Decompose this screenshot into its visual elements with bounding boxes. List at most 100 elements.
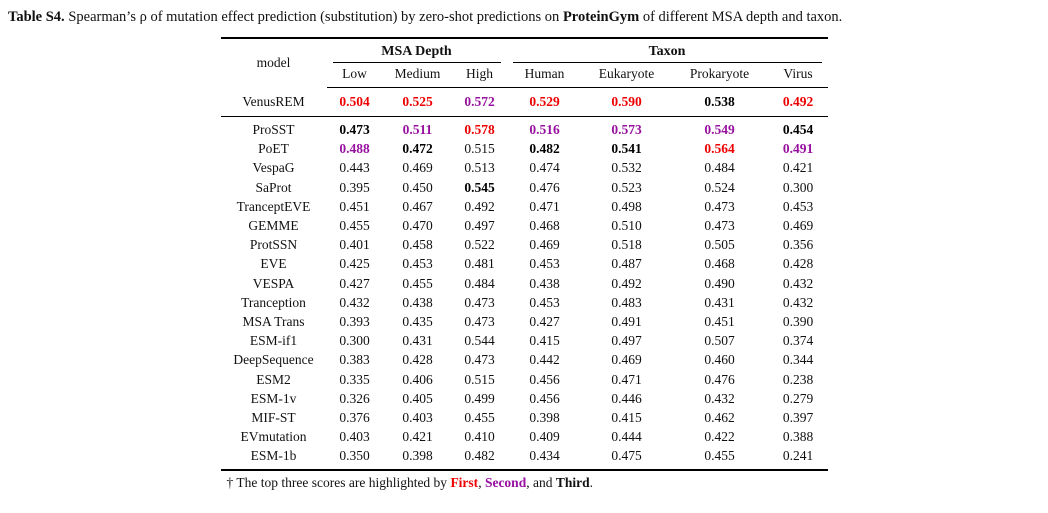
footnote-first: First [450,474,479,490]
table-container: model MSA Depth Taxon Low Medium High Hu… [220,37,828,491]
column-header-low: Low [326,63,383,89]
score-cell: 0.544 [464,333,495,349]
caption-text-2: of different MSA depth and taxon. [639,9,843,25]
score-cell: 0.450 [402,179,433,195]
score-cell: 0.409 [529,429,560,445]
score-cell: 0.431 [704,294,735,310]
group-header-taxon: Taxon [507,38,828,64]
score-cell: 0.525 [382,87,453,118]
table-row: DeepSequence 0.383 0.428 0.473 0.442 0.469 0.4… [221,350,828,369]
taxon-rule [512,62,822,64]
score-cell: 0.572 [452,87,507,118]
model-name: MIF-ST [251,410,296,426]
score-cell: 0.410 [464,429,495,445]
table-row: VespaG 0.443 0.469 0.513 0.474 0.532 0.484 0.42… [221,158,828,177]
score-cell: 0.505 [704,237,735,253]
score-cell: 0.421 [782,160,814,176]
column-header-human: Human [506,63,583,89]
model-name: PoET [258,141,289,157]
score-cell: 0.403 [339,429,370,445]
score-cell: 0.406 [402,371,433,387]
score-cell: 0.578 [464,122,495,138]
table-row: Tranception 0.432 0.438 0.473 0.453 0.483 0.43… [221,293,828,312]
score-cell: 0.443 [339,160,370,176]
score-cell: 0.473 [704,198,735,214]
score-cell: 0.455 [704,448,735,464]
taxon-label: Taxon [648,44,686,60]
score-cell: 0.491 [782,141,814,157]
score-cell: 0.454 [782,122,814,138]
model-name: MSA Trans [242,314,305,330]
caption-label: Table S4. [8,9,65,25]
score-cell: 0.432 [782,294,814,310]
score-cell: 0.462 [704,410,735,426]
score-cell: 0.421 [402,429,433,445]
results-table: model MSA Depth Taxon Low Medium High Hu… [220,37,828,471]
score-cell: 0.398 [402,448,433,464]
model-name: VenusREM [220,87,327,118]
score-cell: 0.428 [782,256,814,272]
score-cell: 0.458 [402,237,433,253]
score-cell: 0.490 [704,275,735,291]
model-name: ProtSSN [249,237,298,253]
score-cell: 0.523 [611,179,642,195]
score-cell: 0.453 [782,198,814,214]
score-cell: 0.432 [339,294,370,310]
caption-proteingym: ProteinGym [562,9,640,25]
column-header-high: High [452,63,507,89]
score-cell: 0.427 [339,275,370,291]
score-cell: 0.395 [339,179,370,195]
score-cell: 0.431 [402,333,433,349]
score-cell: 0.432 [782,275,814,291]
model-name: Tranception [241,294,306,310]
table-row: EVmutation 0.403 0.421 0.410 0.409 0.444 0.422… [221,427,828,446]
score-cell: 0.488 [339,141,370,157]
model-name: EVmutation [240,429,307,445]
table-caption: Table S4. Spearman’s ρ of mutation effec… [8,7,1040,28]
score-cell: 0.326 [339,390,370,406]
score-cell: 0.473 [704,218,735,234]
score-cell: 0.473 [339,122,370,138]
score-cell: 0.460 [704,352,735,368]
score-cell: 0.469 [611,352,642,368]
model-column-header: model [256,55,291,71]
column-header-eukaryote: Eukaryote [582,63,671,89]
score-cell: 0.524 [704,179,735,195]
score-cell: 0.484 [704,160,735,176]
score-cell: 0.473 [464,314,495,330]
score-cell: 0.471 [611,371,642,387]
score-cell: 0.422 [704,429,735,445]
score-cell: 0.497 [464,218,495,234]
score-cell: 0.455 [339,218,370,234]
table-row: GEMME 0.455 0.470 0.497 0.468 0.510 0.473 0.469 [221,216,828,235]
score-cell: 0.453 [529,294,560,310]
score-cell: 0.484 [464,275,495,291]
score-cell: 0.492 [464,198,495,214]
score-cell: 0.513 [464,160,495,176]
score-cell: 0.481 [464,256,495,272]
score-cell: 0.300 [782,179,814,195]
score-cell: 0.241 [782,448,814,464]
footnote: † The top three scores are highlighted b… [221,471,828,491]
score-cell: 0.397 [782,410,814,426]
score-cell: 0.522 [464,237,495,253]
score-cell: 0.469 [402,160,433,176]
score-cell: 0.398 [529,410,560,426]
table-row: EVE 0.425 0.453 0.481 0.453 0.487 0.468 0.428 [221,254,828,273]
score-cell: 0.469 [782,218,814,234]
score-cell: 0.492 [768,87,828,118]
score-cell: 0.497 [611,333,642,349]
footnote-end: . [589,474,593,490]
score-cell: 0.541 [611,141,642,157]
footnote-sep2: , and [526,474,556,490]
score-cell: 0.374 [782,333,814,349]
table-row: VenusREM 0.504 0.525 0.572 0.529 0.590 0.538 0.… [220,87,828,118]
table-row: PoET 0.488 0.472 0.515 0.482 0.541 0.564 0.491 [221,139,828,158]
table-row: ESM2 0.335 0.406 0.515 0.456 0.471 0.476 0.238 [221,370,828,389]
model-name: GEMME [248,218,299,234]
model-name: VESPA [252,275,295,291]
score-cell: 0.468 [704,256,735,272]
header-group-row: model MSA Depth Taxon [221,38,828,70]
footnote-second: Second [484,474,527,490]
score-cell: 0.518 [611,237,642,253]
